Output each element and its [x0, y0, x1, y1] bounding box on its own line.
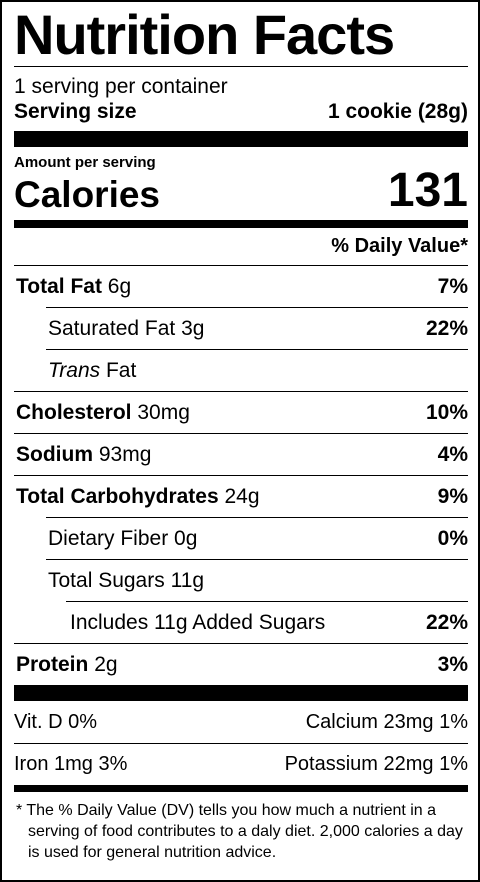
nutrient-row: Total Carbohydrates 24g 9% [14, 475, 468, 517]
nutrient-amount: 93mg [98, 442, 152, 466]
daily-value: 22% [425, 316, 468, 340]
nutrient-row: Total Sugars 11g [46, 559, 468, 601]
nutrient-name: Dietary Fiber [48, 526, 169, 550]
daily-value: 4% [437, 442, 468, 466]
vitamin: Calcium 23mg 1% [305, 710, 468, 733]
footnote: * The % Daily Value (DV) tells you how m… [16, 802, 463, 861]
calories: Calories 131 [14, 167, 468, 215]
daily-value-header: % Daily Value* [331, 235, 468, 257]
nutrient-name: Saturated Fat [48, 316, 176, 340]
nutrient: Includes 11g Added Sugars [70, 611, 325, 635]
nutrient-name: Fat [105, 358, 137, 382]
servings: 1 serving per container [14, 75, 228, 98]
nutrient-amount: 0g [174, 526, 198, 550]
nutrient-row: Trans Fat [46, 349, 468, 391]
vitamin-row: Iron 1mg 3% Potassium 22mg 1% [14, 743, 468, 785]
nutrient-name: Total Sugars [48, 568, 165, 592]
nutrient: Total Fat 6g [16, 275, 131, 299]
serving-size: Serving size 1 cookie (28g) [14, 99, 468, 125]
nutrient-name: Includes 11g Added Sugars [70, 610, 326, 634]
vitamin-row: Vit. D 0% Calcium 23mg 1% [14, 701, 468, 743]
daily-value: 3% [437, 652, 468, 676]
daily-value: 9% [437, 484, 468, 508]
nutrient-row: Cholesterol 30mg 10% [14, 391, 468, 433]
nutrient-rows: Total Fat 6g 7% Saturated Fat 3g 22% Trans F… [14, 265, 468, 685]
vitamin: Iron 1mg 3% [14, 753, 128, 775]
serving-size-label: Serving size [14, 100, 137, 123]
serving-size-value: 1 cookie (28g) [327, 100, 468, 123]
nutrient: Protein 2g [16, 653, 118, 677]
nutrient: Total Sugars 11g [48, 569, 204, 593]
nutrient-amount: 24g [224, 484, 260, 508]
nutrient-name: Protein [16, 652, 89, 676]
nutrient-name: Sodium [16, 442, 93, 466]
nutrient-amount: 3g [181, 316, 205, 340]
nutrient-name: Cholesterol [16, 400, 132, 424]
nutrient-row: Includes 11g Added Sugars 22% [66, 601, 468, 643]
medium-divider [14, 785, 468, 792]
daily-value: 22% [425, 610, 468, 634]
nutrient-amount: 30mg [137, 400, 190, 424]
vitamin: Vit. D 0% [14, 710, 97, 733]
nutrient-row: Sodium 93mg 4% [14, 433, 468, 475]
nutrient-amount: 11g [170, 568, 205, 592]
nutrient-row: Protein 2g 3% [14, 643, 468, 685]
nutrient: Cholesterol 30mg [16, 401, 190, 425]
nutrient-name: Total Fat [16, 274, 102, 298]
thick-divider [14, 131, 468, 147]
nutrient-row: Dietary Fiber 0g 0% [46, 517, 468, 559]
title: Nutrition Facts [14, 3, 395, 66]
thick-divider [14, 685, 468, 701]
daily-value: 10% [425, 400, 468, 424]
calories-value: 131 [387, 164, 468, 217]
nutrient-row: Total Fat 6g 7% [14, 265, 468, 307]
nutrient-row: Saturated Fat 3g 22% [46, 307, 468, 349]
nutrient: Trans Fat [48, 359, 136, 383]
amount-per-serving: Amount per serving [14, 154, 156, 171]
divider [14, 66, 468, 67]
nutrient-name-italic: Trans [48, 358, 101, 382]
calories-label: Calories [14, 174, 161, 215]
nutrient-amount: 2g [94, 652, 118, 676]
nutrient: Sodium 93mg [16, 443, 151, 467]
nutrient-name: Total Carbohydrates [16, 484, 219, 508]
daily-value: 0% [437, 526, 468, 550]
nutrient: Dietary Fiber 0g [48, 527, 197, 551]
daily-value: 7% [437, 274, 468, 298]
nutrient: Total Carbohydrates 24g [16, 485, 260, 509]
nutrient-amount: 6g [107, 274, 132, 298]
medium-divider [14, 220, 468, 228]
vitamin: Potassium 22mg 1% [284, 753, 468, 775]
nutrient: Saturated Fat 3g [48, 317, 204, 341]
vitamin-rows: Vit. D 0% Calcium 23mg 1% Iron 1mg 3% Potas… [14, 701, 468, 785]
